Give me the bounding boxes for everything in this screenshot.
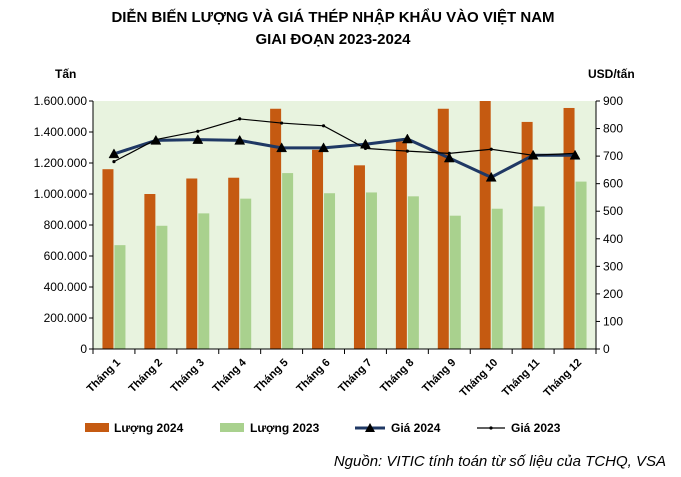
point-gia-2023 [447, 151, 451, 155]
legend-marker-gia-2023 [489, 426, 493, 430]
x-tick-label: Tháng 12 [542, 357, 585, 400]
right-tick-label: 800 [603, 122, 623, 136]
point-gia-2023 [154, 137, 158, 142]
right-tick-label: 500 [603, 204, 623, 218]
right-tick-label: 200 [603, 287, 623, 301]
right-tick-label: 400 [603, 232, 623, 246]
legend: Lượng 2024 Lượng 2023 Giá 2024 Giá 2023 [85, 421, 561, 435]
point-gia-2024 [192, 134, 204, 144]
right-tick-label: 0 [603, 342, 610, 356]
right-tick-label: 900 [603, 94, 623, 108]
x-tick-label: Tháng 6 [294, 357, 332, 395]
bar-luong-2024 [186, 178, 198, 349]
bar-luong-2024 [521, 121, 533, 349]
bar-luong-2023 [324, 193, 336, 349]
bar-luong-2023 [575, 181, 587, 349]
point-gia-2023 [196, 129, 200, 133]
point-gia-2024 [485, 171, 497, 182]
left-tick-label: 1.400.000 [34, 125, 88, 139]
point-gia-2024 [318, 142, 329, 153]
point-gia-2023 [405, 149, 409, 153]
point-gia-2023 [363, 146, 368, 150]
x-tick-label: Tháng 4 [211, 356, 250, 395]
legend-marker-gia-2024 [365, 423, 375, 432]
bar-luong-2023 [198, 213, 210, 349]
bar-luong-2024 [395, 141, 407, 349]
x-tick-label: Tháng 11 [500, 357, 542, 399]
x-tick-label: Tháng 7 [336, 357, 374, 395]
source-note: Nguồn: VITIC tính toán từ số liệu của TC… [334, 453, 666, 470]
bar-luong-2023 [491, 208, 503, 349]
point-gia-2024 [234, 134, 246, 145]
lines-layer [108, 117, 581, 182]
bar-luong-2023 [407, 196, 419, 349]
right-tick-label: 600 [603, 177, 623, 191]
legend-label-luong-2024: Lượng 2024 [114, 421, 184, 435]
x-tick-label: Tháng 10 [458, 357, 501, 400]
legend-label-gia-2024: Giá 2024 [391, 421, 441, 435]
bar-luong-2023 [449, 215, 461, 349]
point-gia-2024 [108, 148, 120, 159]
bars-layer [102, 101, 587, 349]
x-tick-label: Tháng 2 [127, 357, 165, 395]
line-gia-2023 [113, 118, 576, 163]
x-tick-label: Tháng 1 [85, 357, 123, 395]
bar-luong-2023 [365, 192, 377, 349]
left-tick-label: 200.000 [44, 311, 88, 325]
left-tick-label: 0 [80, 342, 87, 356]
bar-luong-2023 [282, 173, 294, 349]
bar-luong-2024 [437, 108, 449, 349]
point-gia-2023 [280, 121, 284, 125]
point-gia-2024 [401, 133, 413, 144]
point-gia-2024 [276, 142, 288, 153]
right-tick-label: 300 [603, 259, 623, 273]
chart-title-line2: GIAI ĐOẠN 2023-2024 [255, 31, 411, 48]
left-tick-label: 1.200.000 [34, 156, 88, 170]
bar-luong-2024 [270, 108, 282, 349]
x-tick-label: Tháng 5 [252, 357, 290, 395]
x-tick-label: Tháng 8 [378, 357, 416, 395]
legend-swatch-luong-2024 [85, 423, 109, 432]
left-tick-label: 1.600.000 [34, 94, 88, 108]
left-tick-label: 800.000 [44, 218, 88, 232]
bar-luong-2024 [102, 169, 114, 349]
bar-luong-2024 [563, 107, 575, 349]
bar-luong-2024 [144, 194, 156, 349]
point-gia-2023 [238, 117, 242, 121]
point-gia-2023 [489, 147, 493, 151]
chart-title-line1: DIỄN BIẾN LƯỢNG VÀ GIÁ THÉP NHẬP KHẨU VÀ… [111, 8, 554, 26]
left-axis-unit: Tấn [55, 67, 76, 81]
left-tick-label: 600.000 [44, 249, 88, 263]
plot-area [93, 101, 596, 349]
right-tick-label: 100 [603, 314, 623, 328]
x-tick-label: Tháng 3 [169, 357, 207, 395]
point-gia-2023 [573, 151, 577, 155]
bar-luong-2023 [114, 245, 126, 349]
right-tick-label: 700 [603, 149, 623, 163]
x-tick-label: Tháng 9 [420, 357, 458, 395]
right-axis-unit: USD/tấn [588, 67, 635, 81]
bar-luong-2024 [479, 101, 491, 349]
point-gia-2024 [443, 152, 455, 163]
bar-luong-2023 [240, 198, 252, 349]
point-gia-2023 [112, 160, 116, 164]
legend-label-gia-2023: Giá 2023 [511, 421, 561, 435]
bar-luong-2024 [312, 149, 324, 349]
line-gia-2024 [113, 137, 576, 179]
bar-luong-2023 [533, 206, 545, 349]
bar-luong-2023 [156, 225, 168, 349]
bar-luong-2024 [353, 165, 365, 349]
point-gia-2023 [531, 153, 535, 157]
bar-luong-2024 [228, 177, 240, 349]
left-tick-label: 1.000.000 [34, 187, 88, 201]
legend-label-luong-2023: Lượng 2023 [250, 421, 320, 435]
left-tick-label: 400.000 [44, 280, 88, 294]
point-gia-2023 [321, 124, 326, 128]
legend-swatch-luong-2023 [220, 423, 244, 432]
